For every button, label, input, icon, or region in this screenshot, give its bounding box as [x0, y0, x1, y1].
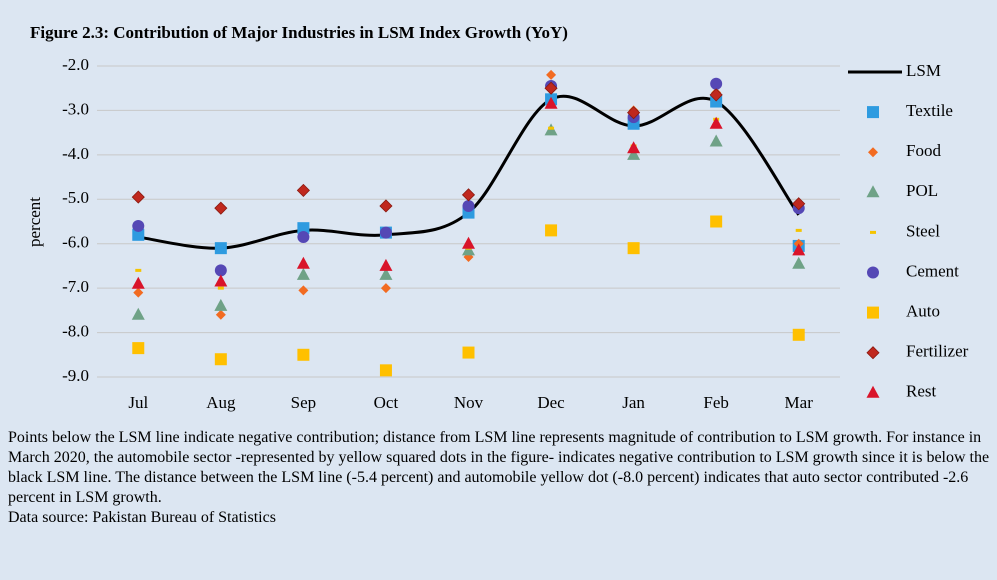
- legend-swatch: [866, 346, 880, 360]
- data-point: [710, 77, 723, 90]
- data-point: [710, 215, 723, 228]
- legend-swatch: [867, 306, 879, 319]
- data-point: [792, 328, 805, 341]
- x-tick-label: Dec: [537, 393, 565, 412]
- data-point: [214, 353, 227, 366]
- data-point: [462, 346, 475, 359]
- y-tick-label: -6.0: [62, 233, 89, 252]
- data-point: [627, 106, 641, 120]
- data-point: [131, 276, 145, 289]
- data-point: [379, 226, 392, 239]
- data-point: [296, 183, 310, 197]
- legend-label: LSM: [906, 61, 941, 80]
- data-point: [627, 242, 640, 255]
- data-point: [709, 88, 723, 102]
- y-axis-label: percent: [25, 197, 44, 247]
- y-tick-label: -5.0: [62, 188, 89, 207]
- series-line: [138, 94, 800, 250]
- data-point: [132, 228, 145, 241]
- data-point: [544, 96, 558, 109]
- data-point: [133, 287, 144, 298]
- chart: Figure 2.3: Contribution of Major Indust…: [25, 23, 969, 412]
- data-point: [710, 95, 723, 108]
- y-tick-label: -9.0: [62, 366, 89, 385]
- data-point: [217, 286, 224, 290]
- data-point: [214, 201, 228, 215]
- data-point: [545, 224, 558, 237]
- data-point: [132, 219, 145, 232]
- legend-label: Food: [906, 141, 941, 160]
- data-point: [214, 242, 227, 255]
- data-point: [548, 126, 555, 130]
- data-point: [298, 285, 309, 296]
- data-point: [132, 342, 145, 355]
- data-point: [792, 256, 806, 269]
- legend-label: Fertilizer: [906, 342, 969, 361]
- data-point: [297, 348, 310, 361]
- legend-label: Textile: [906, 101, 953, 120]
- data-point: [627, 141, 641, 154]
- x-tick-label: Oct: [374, 393, 399, 412]
- data-point: [461, 188, 476, 202]
- legend-label: Steel: [906, 221, 940, 240]
- data-point: [297, 231, 310, 244]
- data-point: [214, 298, 228, 311]
- data-point: [296, 256, 310, 269]
- legend-label: POL: [906, 181, 938, 200]
- footnote: Points below the LSM line indicate negat…: [8, 428, 993, 528]
- legend-label: Cement: [906, 261, 959, 280]
- data-point: [792, 243, 806, 256]
- chart-title: Figure 2.3: Contribution of Major Indust…: [30, 23, 568, 42]
- y-tick-label: -3.0: [62, 99, 89, 118]
- data-point: [627, 147, 641, 160]
- x-tick-label: Jan: [622, 393, 645, 412]
- legend-swatch: [867, 266, 879, 279]
- legend-swatch: [868, 147, 878, 158]
- data-point: [544, 81, 558, 95]
- source-text: Data source: Pakistan Bureau of Statisti…: [8, 509, 276, 526]
- data-point: [546, 69, 557, 80]
- data-point: [709, 116, 723, 129]
- x-tick-label: Mar: [785, 393, 814, 412]
- data-point: [379, 364, 392, 377]
- data-point: [462, 199, 475, 212]
- data-point: [214, 264, 227, 277]
- legend-label: Auto: [906, 302, 940, 321]
- data-point: [795, 228, 802, 232]
- data-point: [462, 236, 475, 249]
- data-point: [379, 199, 393, 213]
- data-point: [135, 268, 142, 272]
- data-point: [380, 283, 391, 294]
- x-tick-label: Aug: [206, 393, 236, 412]
- y-tick-label: -7.0: [62, 277, 89, 296]
- data-point: [215, 309, 226, 320]
- legend-swatch: [870, 230, 876, 234]
- data-point: [709, 134, 723, 147]
- data-point: [131, 190, 145, 204]
- note-text: Points below the LSM line indicate negat…: [8, 429, 990, 506]
- x-tick-label: Nov: [454, 393, 484, 412]
- x-tick-label: Feb: [703, 393, 729, 412]
- data-point: [379, 267, 393, 280]
- legend-label: Rest: [906, 382, 937, 401]
- legend-swatch: [866, 185, 880, 198]
- y-tick-label: -4.0: [62, 144, 89, 163]
- data-point: [297, 222, 310, 235]
- x-tick-label: Sep: [291, 393, 317, 412]
- legend-swatch: [867, 106, 879, 119]
- data-point: [296, 267, 310, 280]
- data-point: [792, 197, 806, 211]
- y-tick-label: -2.0: [62, 55, 89, 74]
- legend-swatch: [866, 385, 880, 398]
- data-point: [131, 307, 145, 320]
- data-point: [379, 258, 393, 271]
- data-point: [214, 274, 228, 287]
- x-tick-label: Jul: [128, 393, 148, 412]
- y-tick-label: -8.0: [62, 321, 89, 340]
